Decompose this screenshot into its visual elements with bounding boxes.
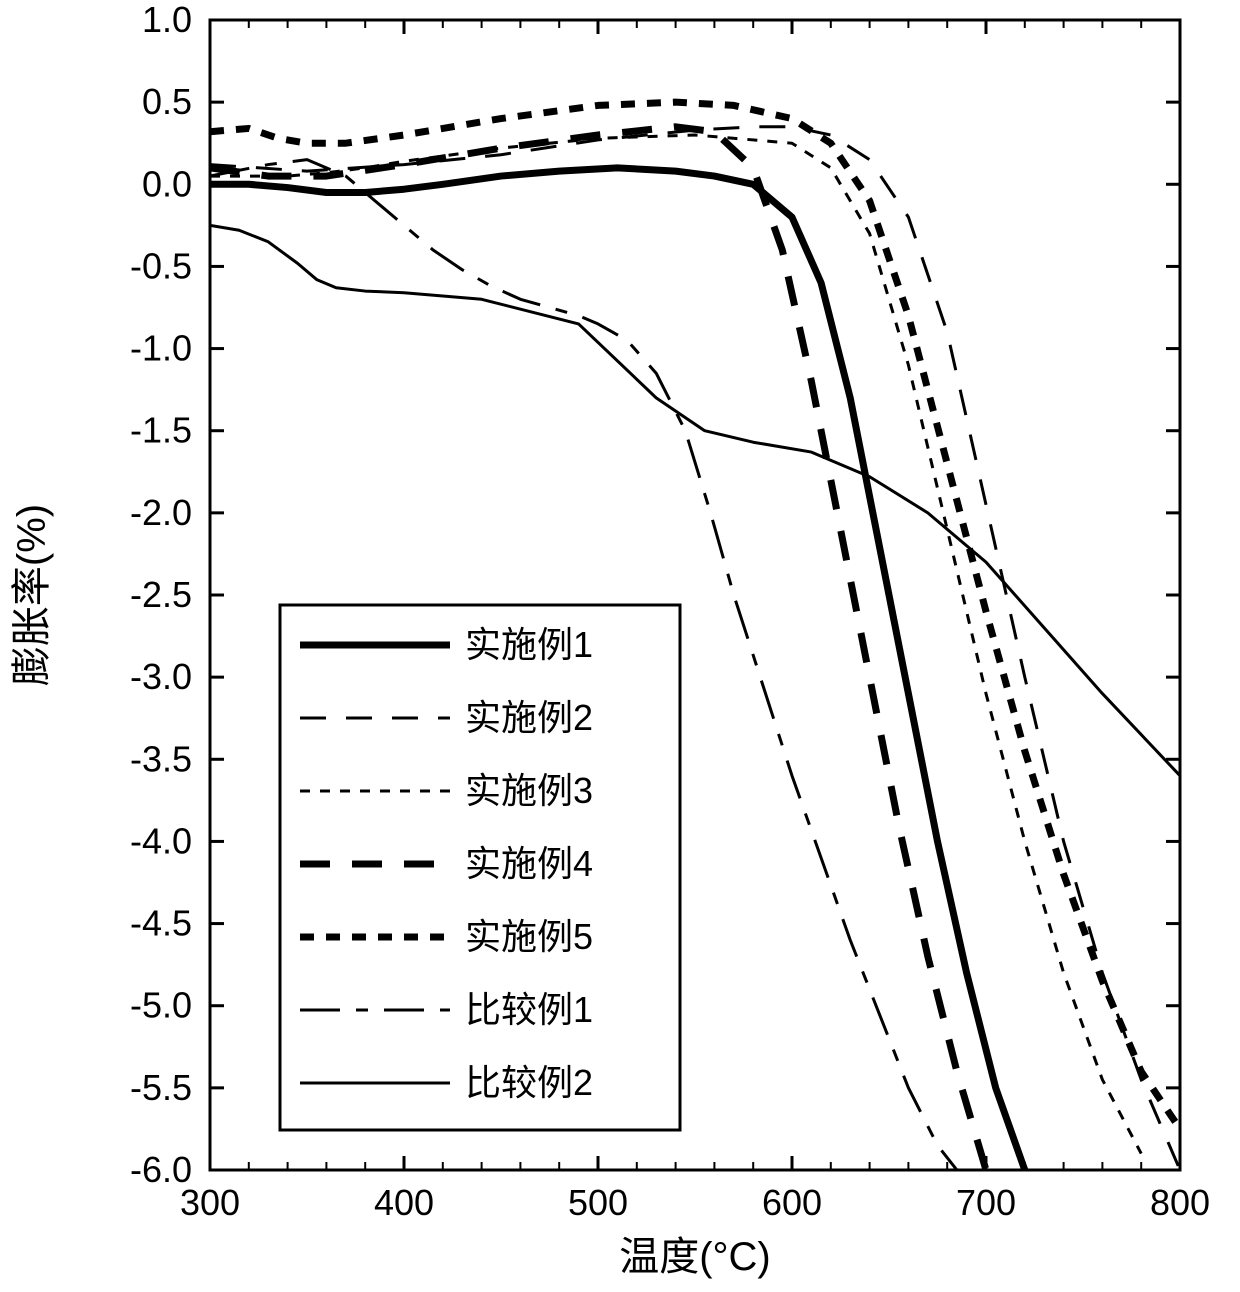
y-tick-label: -2.0 bbox=[130, 492, 192, 533]
legend-label: 实施例2 bbox=[465, 697, 593, 738]
y-tick-label: -5.5 bbox=[130, 1067, 192, 1108]
y-tick-label: -1.0 bbox=[130, 328, 192, 369]
legend-label: 实施例4 bbox=[465, 843, 593, 884]
legend-label: 比较例2 bbox=[465, 1062, 593, 1103]
x-tick-label: 800 bbox=[1150, 1182, 1210, 1223]
y-tick-label: -1.5 bbox=[130, 410, 192, 451]
y-axis-title: 膨胀率(%) bbox=[10, 504, 54, 686]
x-axis-title: 温度(°C) bbox=[619, 1235, 771, 1279]
y-tick-label: -4.5 bbox=[130, 903, 192, 944]
x-tick-label: 600 bbox=[762, 1182, 822, 1223]
legend-label: 比较例1 bbox=[465, 989, 593, 1030]
y-tick-label: -4.0 bbox=[130, 820, 192, 861]
chart-svg: 3004005006007008001.00.50.0-0.5-1.0-1.5-… bbox=[0, 0, 1240, 1292]
y-tick-label: 0.5 bbox=[142, 81, 192, 122]
y-tick-label: 0.0 bbox=[142, 163, 192, 204]
legend-label: 实施例1 bbox=[465, 624, 593, 665]
y-tick-label: -5.0 bbox=[130, 985, 192, 1026]
y-tick-label: -2.5 bbox=[130, 574, 192, 615]
legend-label: 实施例3 bbox=[465, 770, 593, 811]
y-tick-label: -6.0 bbox=[130, 1149, 192, 1190]
y-tick-label: 1.0 bbox=[142, 0, 192, 40]
y-tick-label: -3.0 bbox=[130, 656, 192, 697]
legend-label: 实施例5 bbox=[465, 916, 593, 957]
y-tick-label: -3.5 bbox=[130, 738, 192, 779]
y-tick-label: -0.5 bbox=[130, 245, 192, 286]
x-tick-label: 700 bbox=[956, 1182, 1016, 1223]
x-tick-label: 500 bbox=[568, 1182, 628, 1223]
x-tick-label: 400 bbox=[374, 1182, 434, 1223]
expansion-rate-chart: 3004005006007008001.00.50.0-0.5-1.0-1.5-… bbox=[0, 0, 1240, 1292]
